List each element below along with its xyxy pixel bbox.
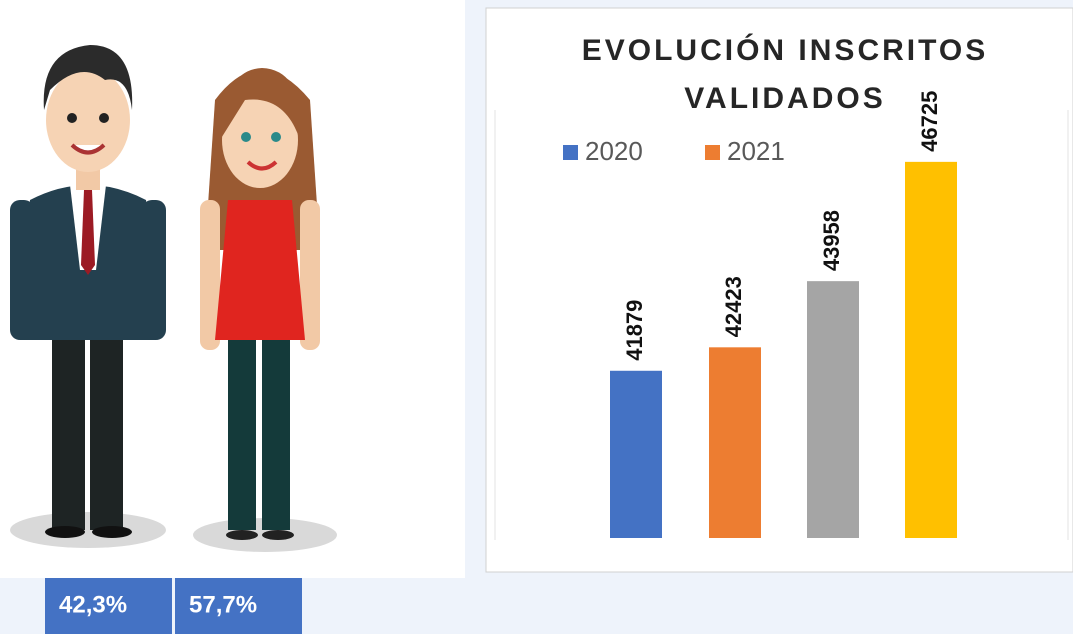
- page: EVOLUCIÓN INSCRITOSVALIDADOS 20202021418…: [0, 0, 1073, 634]
- share-label: 57,7%: [189, 591, 257, 618]
- bar: [709, 347, 761, 538]
- legend-label: 2021: [727, 136, 785, 166]
- legend-label: 2020: [585, 136, 643, 166]
- bar: [610, 371, 662, 538]
- value-label: 42423: [721, 276, 746, 337]
- bar: [905, 162, 957, 538]
- value-label: 41879: [622, 300, 647, 361]
- value-label: 43958: [819, 210, 844, 271]
- legend-swatch: [563, 145, 578, 160]
- bar: [807, 281, 859, 538]
- value-label: 46725: [917, 91, 942, 152]
- legend-swatch: [705, 145, 720, 160]
- share-label: 42,3%: [59, 591, 127, 618]
- infographic: EVOLUCIÓN INSCRITOSVALIDADOS 20202021418…: [0, 0, 1073, 634]
